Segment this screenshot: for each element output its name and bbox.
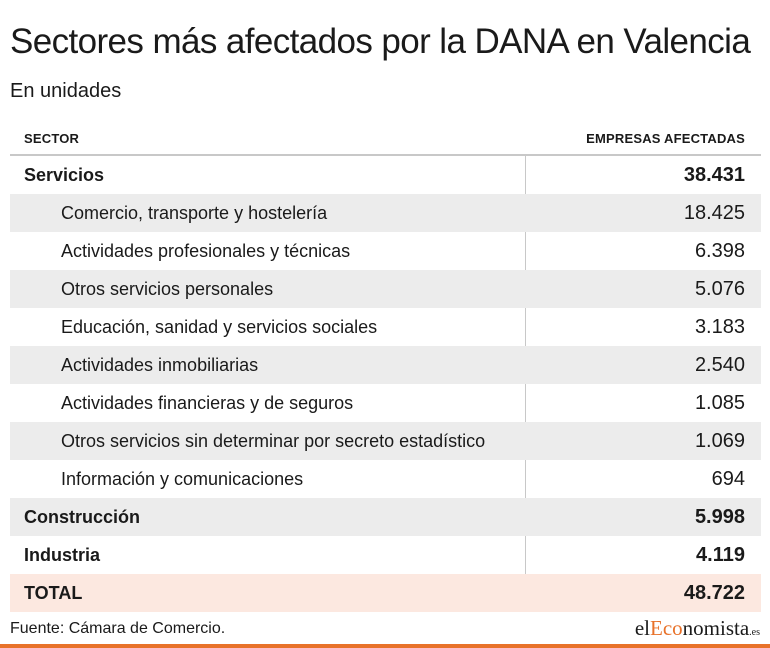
table-row: Educación, sanidad y servicios sociales 3… [10,308,761,346]
total-row: TOTAL 48.722 [10,574,761,612]
empresas-value: 2.540 [694,354,745,376]
table-row: Actividades profesionales y técnicas 6.39… [10,232,761,270]
brand-accent: Eco [650,616,683,640]
brand-prefix: el [634,616,650,640]
empresas-value: 6.398 [694,240,745,262]
column-header-empresas: EMPRESAS AFECTADAS [586,131,745,146]
source-note: Fuente: Cámara de Comercio. [10,620,226,637]
sector-label: Educación, sanidad y servicios sociales [61,317,378,337]
table-row: Servicios 38.431 [10,156,761,194]
brand-tld: .es [749,627,760,638]
empresas-value: 3.183 [694,316,745,338]
sector-label: Industria [24,545,101,565]
table-row: Actividades inmobiliarias 2.540 [10,346,761,384]
footer-accent-bar [0,644,770,648]
sector-label: Construcción [24,507,141,527]
table-row: Construcción 5.998 [10,498,761,536]
table-row: Otros servicios personales 5.076 [10,270,761,308]
table-row: Actividades financieras y de seguros 1.08… [10,384,761,422]
empresas-value: 48.722 [683,582,745,604]
page-title: Sectores más afectados por la DANA en Va… [10,22,751,61]
sector-label: Otros servicios sin determinar por secre… [61,431,486,451]
sector-label: Actividades profesionales y técnicas [61,241,351,261]
sector-label: TOTAL [24,583,83,603]
table-row: Comercio, transporte y hostelería 18.425 [10,194,761,232]
brand-suffix: nomista [682,616,750,640]
table-row: Otros servicios sin determinar por secre… [10,422,761,460]
sector-label: Comercio, transporte y hostelería [61,203,328,223]
table-body: Servicios 38.431 Comercio, transporte y ho… [10,156,761,612]
column-header-sector: SECTOR [24,131,80,146]
page-subtitle: En unidades [10,80,122,102]
empresas-value: 5.076 [694,278,745,300]
empresas-value: 38.431 [683,164,745,186]
sector-label: Servicios [24,165,105,185]
empresas-value: 1.085 [694,392,745,414]
sector-label: Actividades inmobiliarias [61,355,259,375]
sector-label: Información y comunicaciones [61,469,304,489]
table-header: SECTOR EMPRESAS AFECTADAS [10,120,761,156]
table-row: Información y comunicaciones 694 [10,460,761,498]
empresas-value: 18.425 [683,202,745,224]
sector-label: Otros servicios personales [61,279,274,299]
sector-label: Actividades financieras y de seguros [61,393,354,413]
brand-logo: elEconomista.es [635,616,760,641]
data-table: SECTOR EMPRESAS AFECTADAS Servicios 38.43… [10,120,761,612]
table-row: Industria 4.119 [10,536,761,574]
empresas-value: 4.119 [696,544,745,566]
empresas-value: 1.069 [694,430,745,452]
empresas-value: 694 [711,468,745,490]
empresas-value: 5.998 [694,506,745,528]
